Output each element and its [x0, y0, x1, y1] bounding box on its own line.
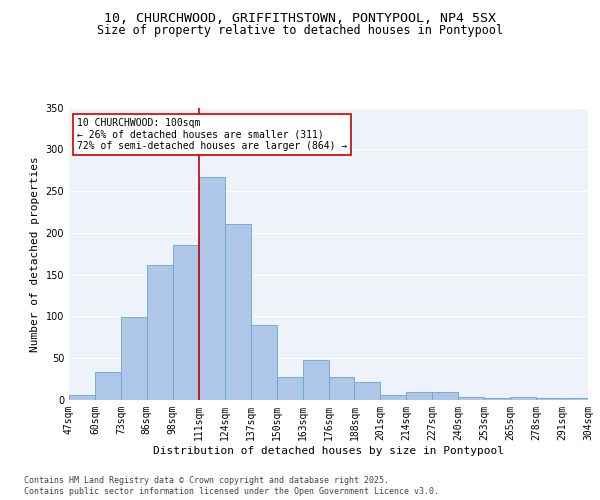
Bar — [329, 378, 355, 400]
Bar — [121, 318, 147, 400]
Bar — [406, 392, 432, 400]
Bar — [225, 224, 251, 400]
Bar — [355, 382, 380, 400]
Bar — [147, 266, 173, 400]
Bar — [173, 246, 199, 400]
Bar — [95, 372, 121, 400]
Text: Contains HM Land Registry data © Crown copyright and database right 2025.: Contains HM Land Registry data © Crown c… — [24, 476, 389, 485]
Bar — [277, 378, 302, 400]
Bar — [380, 395, 406, 400]
Bar — [510, 398, 536, 400]
Text: Contains public sector information licensed under the Open Government Licence v3: Contains public sector information licen… — [24, 487, 439, 496]
Bar — [484, 398, 510, 400]
Bar — [199, 177, 224, 400]
Bar — [458, 396, 484, 400]
Y-axis label: Number of detached properties: Number of detached properties — [30, 156, 40, 352]
Text: 10 CHURCHWOOD: 100sqm
← 26% of detached houses are smaller (311)
72% of semi-det: 10 CHURCHWOOD: 100sqm ← 26% of detached … — [77, 118, 347, 150]
Bar — [562, 398, 588, 400]
Text: 10, CHURCHWOOD, GRIFFITHSTOWN, PONTYPOOL, NP4 5SX: 10, CHURCHWOOD, GRIFFITHSTOWN, PONTYPOOL… — [104, 12, 496, 26]
Bar — [302, 360, 329, 400]
Bar — [536, 398, 562, 400]
Bar — [251, 325, 277, 400]
Text: Size of property relative to detached houses in Pontypool: Size of property relative to detached ho… — [97, 24, 503, 37]
Bar — [433, 392, 458, 400]
Bar — [69, 395, 95, 400]
X-axis label: Distribution of detached houses by size in Pontypool: Distribution of detached houses by size … — [153, 446, 504, 456]
